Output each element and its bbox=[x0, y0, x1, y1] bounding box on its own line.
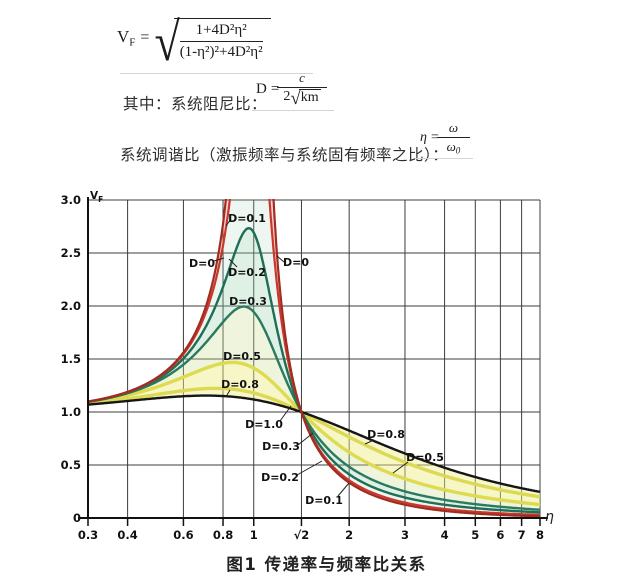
curve-label: D=0.2 bbox=[261, 471, 299, 484]
radical-glyph: √ bbox=[290, 88, 301, 109]
curve-D=0.3 bbox=[87, 305, 541, 511]
x-tick-label: 6 bbox=[496, 528, 504, 542]
band-D=0.2-D=0.3 bbox=[88, 228, 540, 513]
curve-D=0.8 bbox=[87, 386, 541, 499]
damping-denominator: 2 √ km bbox=[283, 88, 321, 109]
label-leader-line bbox=[392, 461, 409, 474]
x-tick-label: 7 bbox=[518, 528, 526, 542]
tick-labels: 0.3 0.4 0.6 0.8 1 √2 2 3 4 5 6 7 8 0 0.5 1.0 1.5 2.0 2.5 3.… bbox=[61, 193, 544, 542]
curve-label: D=0 bbox=[189, 257, 215, 270]
radical-glyph: √ bbox=[154, 11, 180, 72]
y-tick-label: 1.5 bbox=[61, 352, 81, 366]
y-tick-label: 0.5 bbox=[61, 458, 81, 472]
grid bbox=[87, 199, 541, 519]
curve-label: D=0.1 bbox=[228, 212, 266, 225]
x-tick-label: 0.4 bbox=[117, 528, 137, 542]
curve-D=0.2 bbox=[87, 226, 541, 514]
tuning-ratio-formula: η = ω ω0 bbox=[420, 120, 471, 156]
label-leader-line bbox=[337, 482, 350, 497]
x-tick-label: 5 bbox=[471, 528, 479, 542]
label-leader-line bbox=[226, 389, 231, 396]
curve-D=0 bbox=[87, 199, 540, 518]
x-tick-label: 0.6 bbox=[173, 528, 193, 542]
curve-label: D=0.5 bbox=[406, 451, 444, 464]
x-axis-title: η bbox=[545, 509, 554, 525]
y-tick-label: 2.0 bbox=[61, 299, 81, 313]
x-tick-label: 3 bbox=[401, 528, 409, 542]
y-tick-label: 0 bbox=[73, 511, 81, 525]
underline bbox=[252, 110, 334, 111]
label-leader-line bbox=[296, 460, 323, 476]
damping-lhs: D bbox=[256, 80, 267, 97]
label-leader-line bbox=[225, 218, 232, 227]
underline bbox=[415, 158, 473, 159]
x-tick-label: 0.3 bbox=[78, 528, 98, 542]
equals-sign: = bbox=[270, 80, 280, 97]
y-tick-label: 2.5 bbox=[61, 246, 81, 260]
curve-label: D=0.8 bbox=[221, 378, 259, 391]
curve-label: D=1.0 bbox=[245, 418, 283, 431]
equals-sign: = bbox=[430, 129, 439, 145]
vf-numerator: 1+4D²η² bbox=[179, 22, 263, 42]
curve-label: D=0 bbox=[283, 256, 309, 269]
figure-caption: 图1 传递率与频率比关系 bbox=[226, 555, 427, 574]
curve-label: D=0.2 bbox=[228, 266, 266, 279]
label-leader-line bbox=[228, 258, 238, 268]
axes bbox=[78, 197, 548, 526]
label-leader-line bbox=[213, 257, 225, 262]
tuning-lhs: η bbox=[420, 129, 427, 145]
damping-ratio-formula: D = c 2 √ km bbox=[256, 70, 327, 109]
tuning-denominator: ω0 bbox=[446, 139, 461, 156]
curve-labels: D=0.1D=0D=0.2D=0D=0.3D=0.5D=0.8D=1.0D=0.… bbox=[189, 212, 444, 507]
label-leader-line bbox=[297, 432, 314, 446]
curve-D=0.5 bbox=[87, 360, 540, 507]
x-tick-label: 1 bbox=[250, 528, 258, 542]
transmissibility-formula: VF = √ 1+4D²η² (1-η²)²+4D²η² bbox=[117, 14, 271, 69]
label-leader-line bbox=[279, 405, 292, 422]
damping-numerator: c bbox=[277, 70, 327, 88]
x-tick-label: 0.8 bbox=[213, 528, 233, 542]
curve-label: D=0.3 bbox=[229, 295, 267, 308]
x-tick-label: 4 bbox=[441, 528, 449, 542]
vf-denominator: (1-η²)²+4D²η² bbox=[179, 44, 263, 60]
vf-subscript: F bbox=[129, 36, 136, 49]
formula-vf-lhs: VF bbox=[117, 26, 136, 49]
x-tick-label: √2 bbox=[294, 528, 310, 542]
damping-ratio-label: 其中：系统阻尼比： bbox=[123, 95, 268, 113]
y-tick-label: 1.0 bbox=[61, 405, 81, 419]
x-tick-label: 2 bbox=[345, 528, 353, 542]
label-leader-line bbox=[276, 255, 285, 263]
tuning-numerator: ω bbox=[436, 120, 471, 138]
curve-label: D=0.5 bbox=[223, 350, 261, 363]
curves bbox=[87, 199, 541, 518]
radical: √ 1+4D²η² (1-η²)²+4D²η² bbox=[154, 14, 271, 69]
equals-sign: = bbox=[140, 28, 150, 46]
divider-line bbox=[120, 73, 313, 74]
vf-fraction: 1+4D²η² (1-η²)²+4D²η² bbox=[179, 22, 263, 61]
band-D=0.3-D=0.5 bbox=[88, 306, 540, 510]
x-tick-label: 8 bbox=[536, 528, 544, 542]
y-axis-title: VF bbox=[90, 190, 103, 204]
tuning-ratio-label: 系统调谐比（激振频率与系统固有频率之比）： bbox=[120, 146, 449, 164]
curve-D=1.0 bbox=[87, 394, 541, 494]
label-leader-line bbox=[364, 439, 375, 445]
curve-label: D=0.8 bbox=[367, 428, 405, 441]
curve-label: D=0.1 bbox=[305, 494, 343, 507]
omega-subscript: 0 bbox=[455, 145, 461, 156]
curve-label: D=0.3 bbox=[262, 440, 300, 453]
y-tick-label: 3.0 bbox=[61, 193, 81, 207]
